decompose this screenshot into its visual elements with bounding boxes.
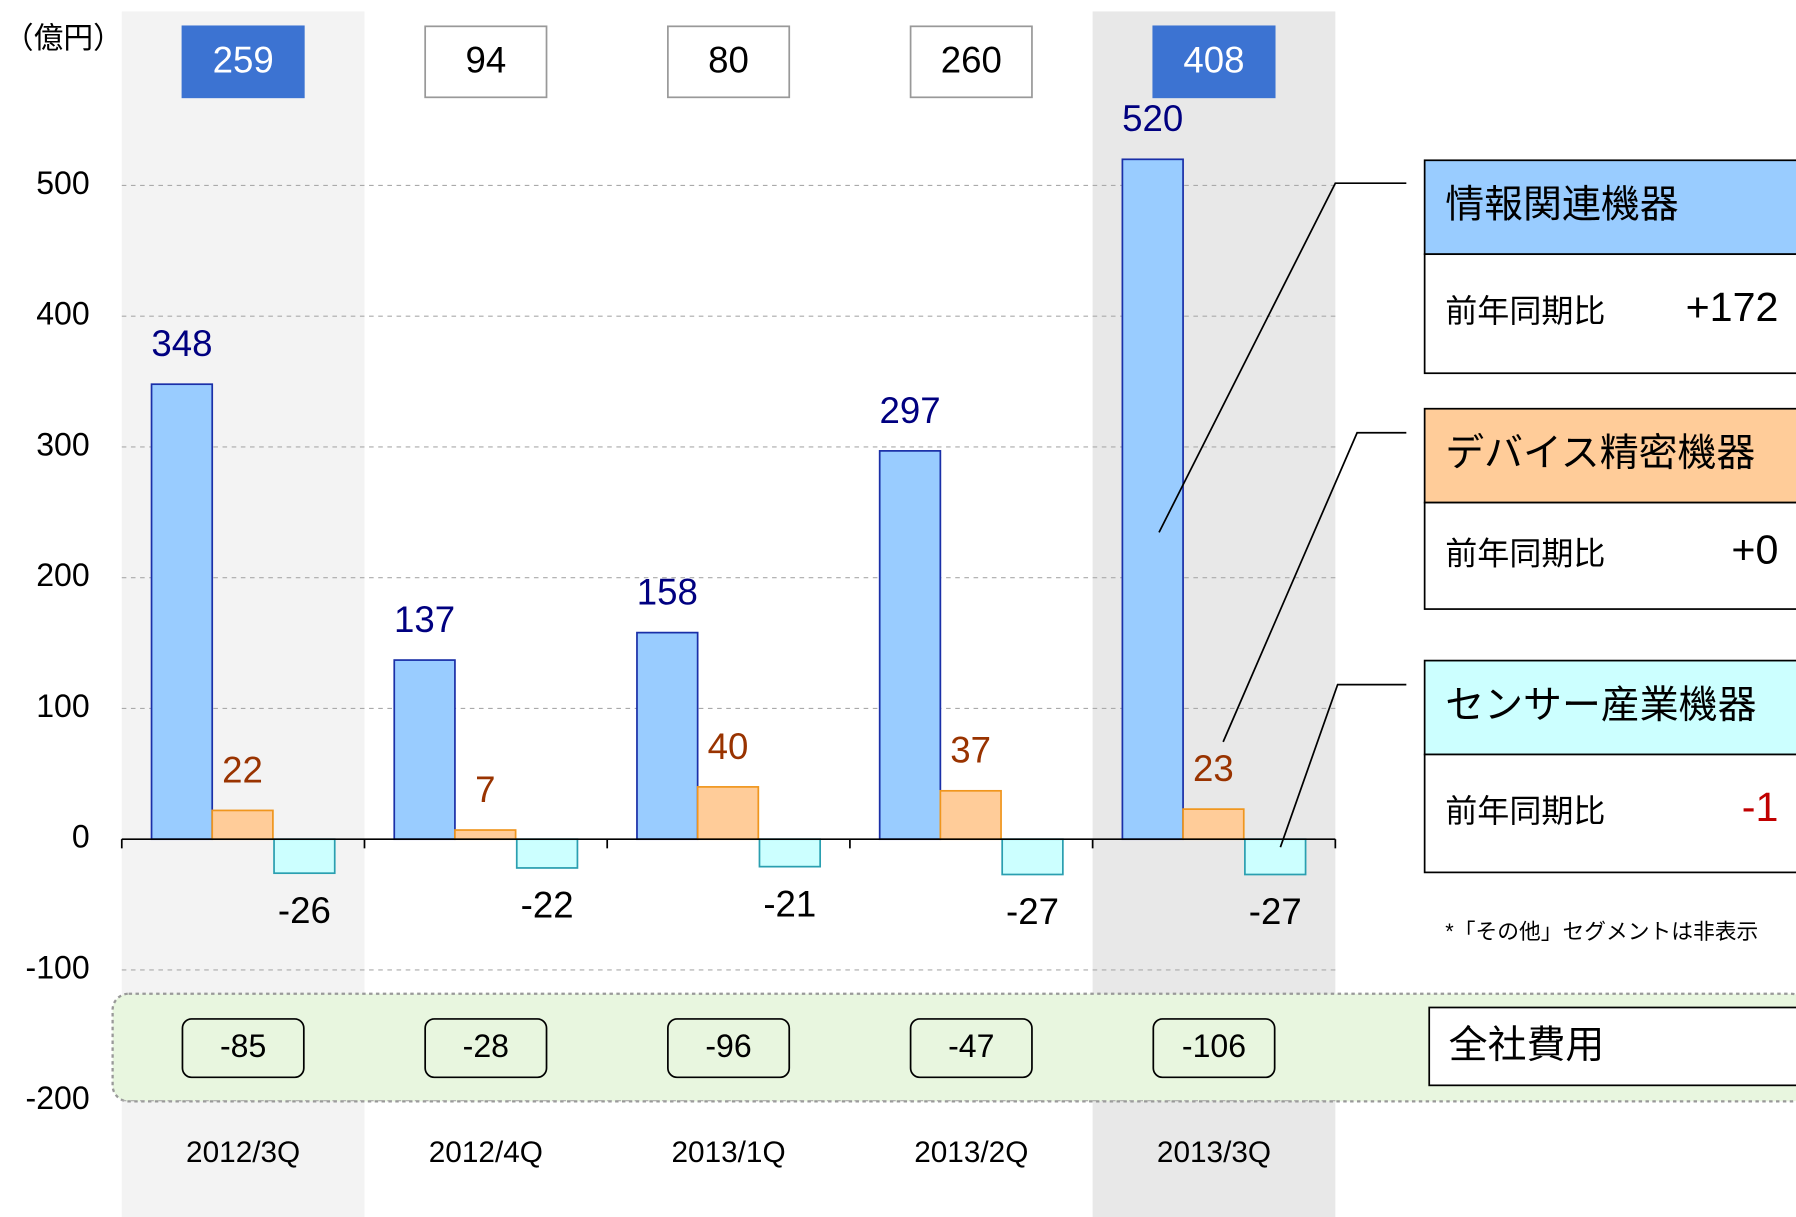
y-tick-label: 300 bbox=[36, 426, 89, 462]
yoy-label: 前年同期比 bbox=[1445, 293, 1605, 329]
total-label: 260 bbox=[941, 40, 1002, 81]
y-tick-label: 100 bbox=[36, 688, 89, 724]
total-box bbox=[909, 25, 1033, 99]
bar bbox=[1182, 808, 1245, 841]
data-label: 348 bbox=[151, 323, 212, 364]
x-tick-label: 2013/1Q bbox=[671, 1136, 785, 1169]
total-label: 80 bbox=[708, 40, 749, 81]
data-label: 37 bbox=[950, 730, 991, 771]
bar bbox=[150, 383, 214, 841]
y-tick-label: 0 bbox=[72, 819, 90, 855]
data-label: 22 bbox=[222, 749, 263, 790]
bar bbox=[758, 838, 822, 868]
leader-line bbox=[1279, 683, 1407, 848]
x-tick-label: 2013/2Q bbox=[914, 1136, 1028, 1169]
expense-label: -28 bbox=[463, 1028, 509, 1064]
y-tick-label: 400 bbox=[36, 296, 89, 332]
bar bbox=[1001, 838, 1064, 876]
y-tick-label: 500 bbox=[36, 165, 89, 201]
bar bbox=[211, 809, 274, 841]
data-label: -22 bbox=[521, 885, 574, 926]
legend-body bbox=[1423, 753, 1796, 874]
expense-box bbox=[909, 1018, 1033, 1079]
data-label: 297 bbox=[879, 390, 940, 431]
expense-box bbox=[181, 1018, 305, 1079]
total-label: 259 bbox=[213, 40, 274, 81]
data-label: 40 bbox=[708, 726, 749, 767]
total-box bbox=[667, 25, 791, 99]
plot: -200 -100 0 100 200 300 400 500 2012/3Q 259 -85 201… bbox=[26, 25, 1337, 1169]
data-label: -21 bbox=[763, 883, 816, 924]
data-label: 7 bbox=[475, 769, 495, 810]
total-label: 94 bbox=[465, 40, 506, 81]
note: *「その他」セグメントは非表示 bbox=[1445, 919, 1758, 944]
y-tick-label: -200 bbox=[26, 1080, 90, 1116]
x-tick-label: 2012/3Q bbox=[186, 1136, 300, 1169]
total-label: 408 bbox=[1183, 40, 1244, 81]
x-tick-label: 2012/4Q bbox=[429, 1136, 543, 1169]
legend-body bbox=[1423, 501, 1796, 610]
unit-label: （億円） bbox=[4, 22, 123, 55]
legend-name: センサー産業機器 bbox=[1445, 684, 1756, 727]
legend-name: デバイス精密機器 bbox=[1445, 432, 1755, 475]
bar bbox=[696, 786, 760, 841]
bar bbox=[939, 789, 1002, 841]
yoy-change: +0 bbox=[1731, 526, 1778, 572]
bar bbox=[454, 829, 517, 841]
leader-line bbox=[1222, 431, 1407, 743]
expense-box bbox=[667, 1018, 791, 1079]
yoy-label: 前年同期比 bbox=[1445, 535, 1605, 571]
bar bbox=[393, 659, 456, 841]
data-label: 23 bbox=[1193, 748, 1234, 789]
yoy-change: -1 bbox=[1742, 784, 1779, 830]
expense-label: -47 bbox=[948, 1028, 994, 1064]
expense-box bbox=[1152, 1018, 1276, 1079]
data-label: -27 bbox=[1006, 891, 1059, 932]
total-box bbox=[424, 25, 548, 99]
expense-legend-box bbox=[1428, 1006, 1796, 1087]
expense-label: -106 bbox=[1182, 1028, 1246, 1064]
legend-name: 情報関連機器 bbox=[1445, 184, 1678, 227]
bar bbox=[878, 450, 942, 841]
y-tick-label: 200 bbox=[36, 557, 89, 593]
yoy-change: +172 bbox=[1686, 284, 1779, 330]
bar bbox=[515, 838, 579, 869]
data-label: 520 bbox=[1122, 98, 1183, 139]
expense-label: -96 bbox=[705, 1028, 751, 1064]
total-box bbox=[181, 25, 305, 99]
expense-legend: 全社費用 bbox=[1449, 1024, 1605, 1067]
data-label: 158 bbox=[637, 572, 698, 613]
bar bbox=[636, 631, 699, 841]
legend-header bbox=[1423, 159, 1796, 256]
bar bbox=[1244, 838, 1307, 876]
bar bbox=[273, 838, 336, 875]
legend-header bbox=[1423, 659, 1796, 756]
data-label: 137 bbox=[394, 599, 455, 640]
data-label: -26 bbox=[278, 890, 331, 931]
yoy-label: 前年同期比 bbox=[1445, 793, 1605, 829]
legend-body bbox=[1423, 253, 1796, 375]
leader-lines bbox=[1158, 182, 1407, 848]
data-label: -27 bbox=[1249, 891, 1302, 932]
expense-box bbox=[424, 1018, 548, 1079]
total-box bbox=[1152, 25, 1276, 99]
leader-line bbox=[1158, 182, 1407, 533]
bar bbox=[1121, 158, 1184, 841]
x-tick-label: 2013/3Q bbox=[1157, 1136, 1271, 1169]
expense-label: -85 bbox=[220, 1028, 266, 1064]
y-tick-label: -100 bbox=[26, 949, 90, 985]
